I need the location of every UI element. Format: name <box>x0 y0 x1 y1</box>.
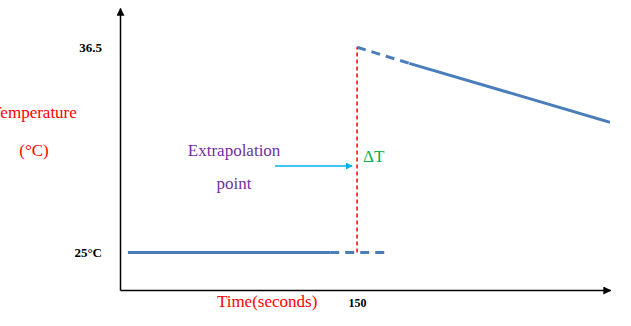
x-axis-line <box>121 290 611 292</box>
arrow <box>275 165 352 167</box>
x-tick-label: 150 <box>349 296 367 310</box>
line <box>128 251 330 254</box>
y-tick: 36.5 <box>79 40 120 55</box>
y-tick-label: 25°C <box>74 245 102 260</box>
line <box>409 63 610 122</box>
annotation: Extrapolation point <box>188 141 281 193</box>
y-tick-label: 36.5 <box>79 40 102 55</box>
y-axis-title-line: (°C) <box>19 141 48 160</box>
annotation-line: point <box>217 174 252 193</box>
line <box>330 251 385 254</box>
plot-area <box>128 47 610 252</box>
annotation-line: Extrapolation <box>188 141 281 160</box>
y-axis-title-line: Temperature <box>0 103 77 122</box>
y-axis-title: Temperature (°C) <box>0 103 77 160</box>
line <box>356 47 358 252</box>
line <box>357 47 409 63</box>
annotation: ΔT <box>363 147 385 166</box>
x-axis: 150 <box>121 290 611 310</box>
y-tick: 25°C <box>74 245 120 260</box>
y-axis-line <box>120 9 122 291</box>
x-tick: 150 <box>349 290 367 310</box>
x-axis-title: Time(seconds) <box>217 292 317 311</box>
y-axis: 25°C 36.5 <box>74 9 120 291</box>
chart: 150 25°C 36.5 Time(seconds) Temperature (°C) E… <box>0 0 631 326</box>
